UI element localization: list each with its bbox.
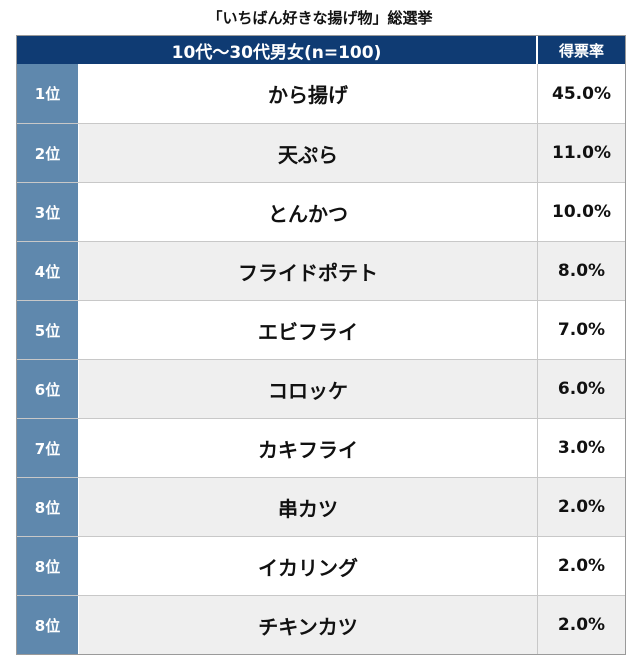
item-name-cell: コロッケ: [79, 360, 538, 418]
vote-share-cell: 3.0%: [538, 419, 625, 477]
rank-cell: 7位: [17, 419, 79, 477]
table-row: 8位 イカリング 2.0%: [17, 536, 625, 595]
table-row: 8位 串カツ 2.0%: [17, 477, 625, 536]
table-row: 5位 エビフライ 7.0%: [17, 300, 625, 359]
table-header: 10代〜30代男女(n=100) 得票率: [17, 36, 625, 64]
table-row: 8位 チキンカツ 2.0%: [17, 595, 625, 654]
vote-share-cell: 8.0%: [538, 242, 625, 300]
item-name-cell: 天ぷら: [79, 124, 538, 182]
table-row: 7位 カキフライ 3.0%: [17, 418, 625, 477]
rank-cell: 1位: [17, 64, 79, 123]
chart-title: 「いちばん好きな揚げ物」総選挙: [207, 9, 433, 27]
table-row: 1位 から揚げ 45.0%: [17, 64, 625, 123]
item-name-cell: とんかつ: [79, 183, 538, 241]
rank-cell: 6位: [17, 360, 79, 418]
ranking-table: 10代〜30代男女(n=100) 得票率 1位 から揚げ 45.0% 2位 天ぷら 11.…: [16, 35, 626, 655]
vote-share-cell: 11.0%: [538, 124, 625, 182]
table-row: 6位 コロッケ 6.0%: [17, 359, 625, 418]
vote-share-cell: 2.0%: [538, 596, 625, 654]
header-vote-share: 得票率: [558, 41, 604, 60]
item-name-cell: フライドポテト: [79, 242, 538, 300]
item-name-cell: から揚げ: [79, 64, 538, 123]
rank-cell: 2位: [17, 124, 79, 182]
rank-cell: 4位: [17, 242, 79, 300]
vote-share-cell: 45.0%: [538, 64, 625, 123]
vote-share-cell: 7.0%: [538, 301, 625, 359]
vote-share-cell: 6.0%: [538, 360, 625, 418]
table-row: 3位 とんかつ 10.0%: [17, 182, 625, 241]
item-name-cell: チキンカツ: [79, 596, 538, 654]
rank-cell: 8位: [17, 596, 79, 654]
item-name-cell: 串カツ: [79, 478, 538, 536]
item-name-cell: エビフライ: [79, 301, 538, 359]
vote-share-cell: 2.0%: [538, 478, 625, 536]
rank-cell: 8位: [17, 478, 79, 536]
rank-cell: 8位: [17, 537, 79, 595]
item-name-cell: カキフライ: [79, 419, 538, 477]
rank-cell: 3位: [17, 183, 79, 241]
item-name-cell: イカリング: [79, 537, 538, 595]
table-row: 4位 フライドポテト 8.0%: [17, 241, 625, 300]
table-body: 1位 から揚げ 45.0% 2位 天ぷら 11.0% 3位 とんかつ 10.0% 4位 フライドポテ…: [17, 64, 625, 654]
header-respondent-group: 10代〜30代男女(n=100): [17, 36, 538, 64]
table-row: 2位 天ぷら 11.0%: [17, 123, 625, 182]
vote-share-cell: 2.0%: [538, 537, 625, 595]
vote-share-cell: 10.0%: [538, 183, 625, 241]
rank-cell: 5位: [17, 301, 79, 359]
